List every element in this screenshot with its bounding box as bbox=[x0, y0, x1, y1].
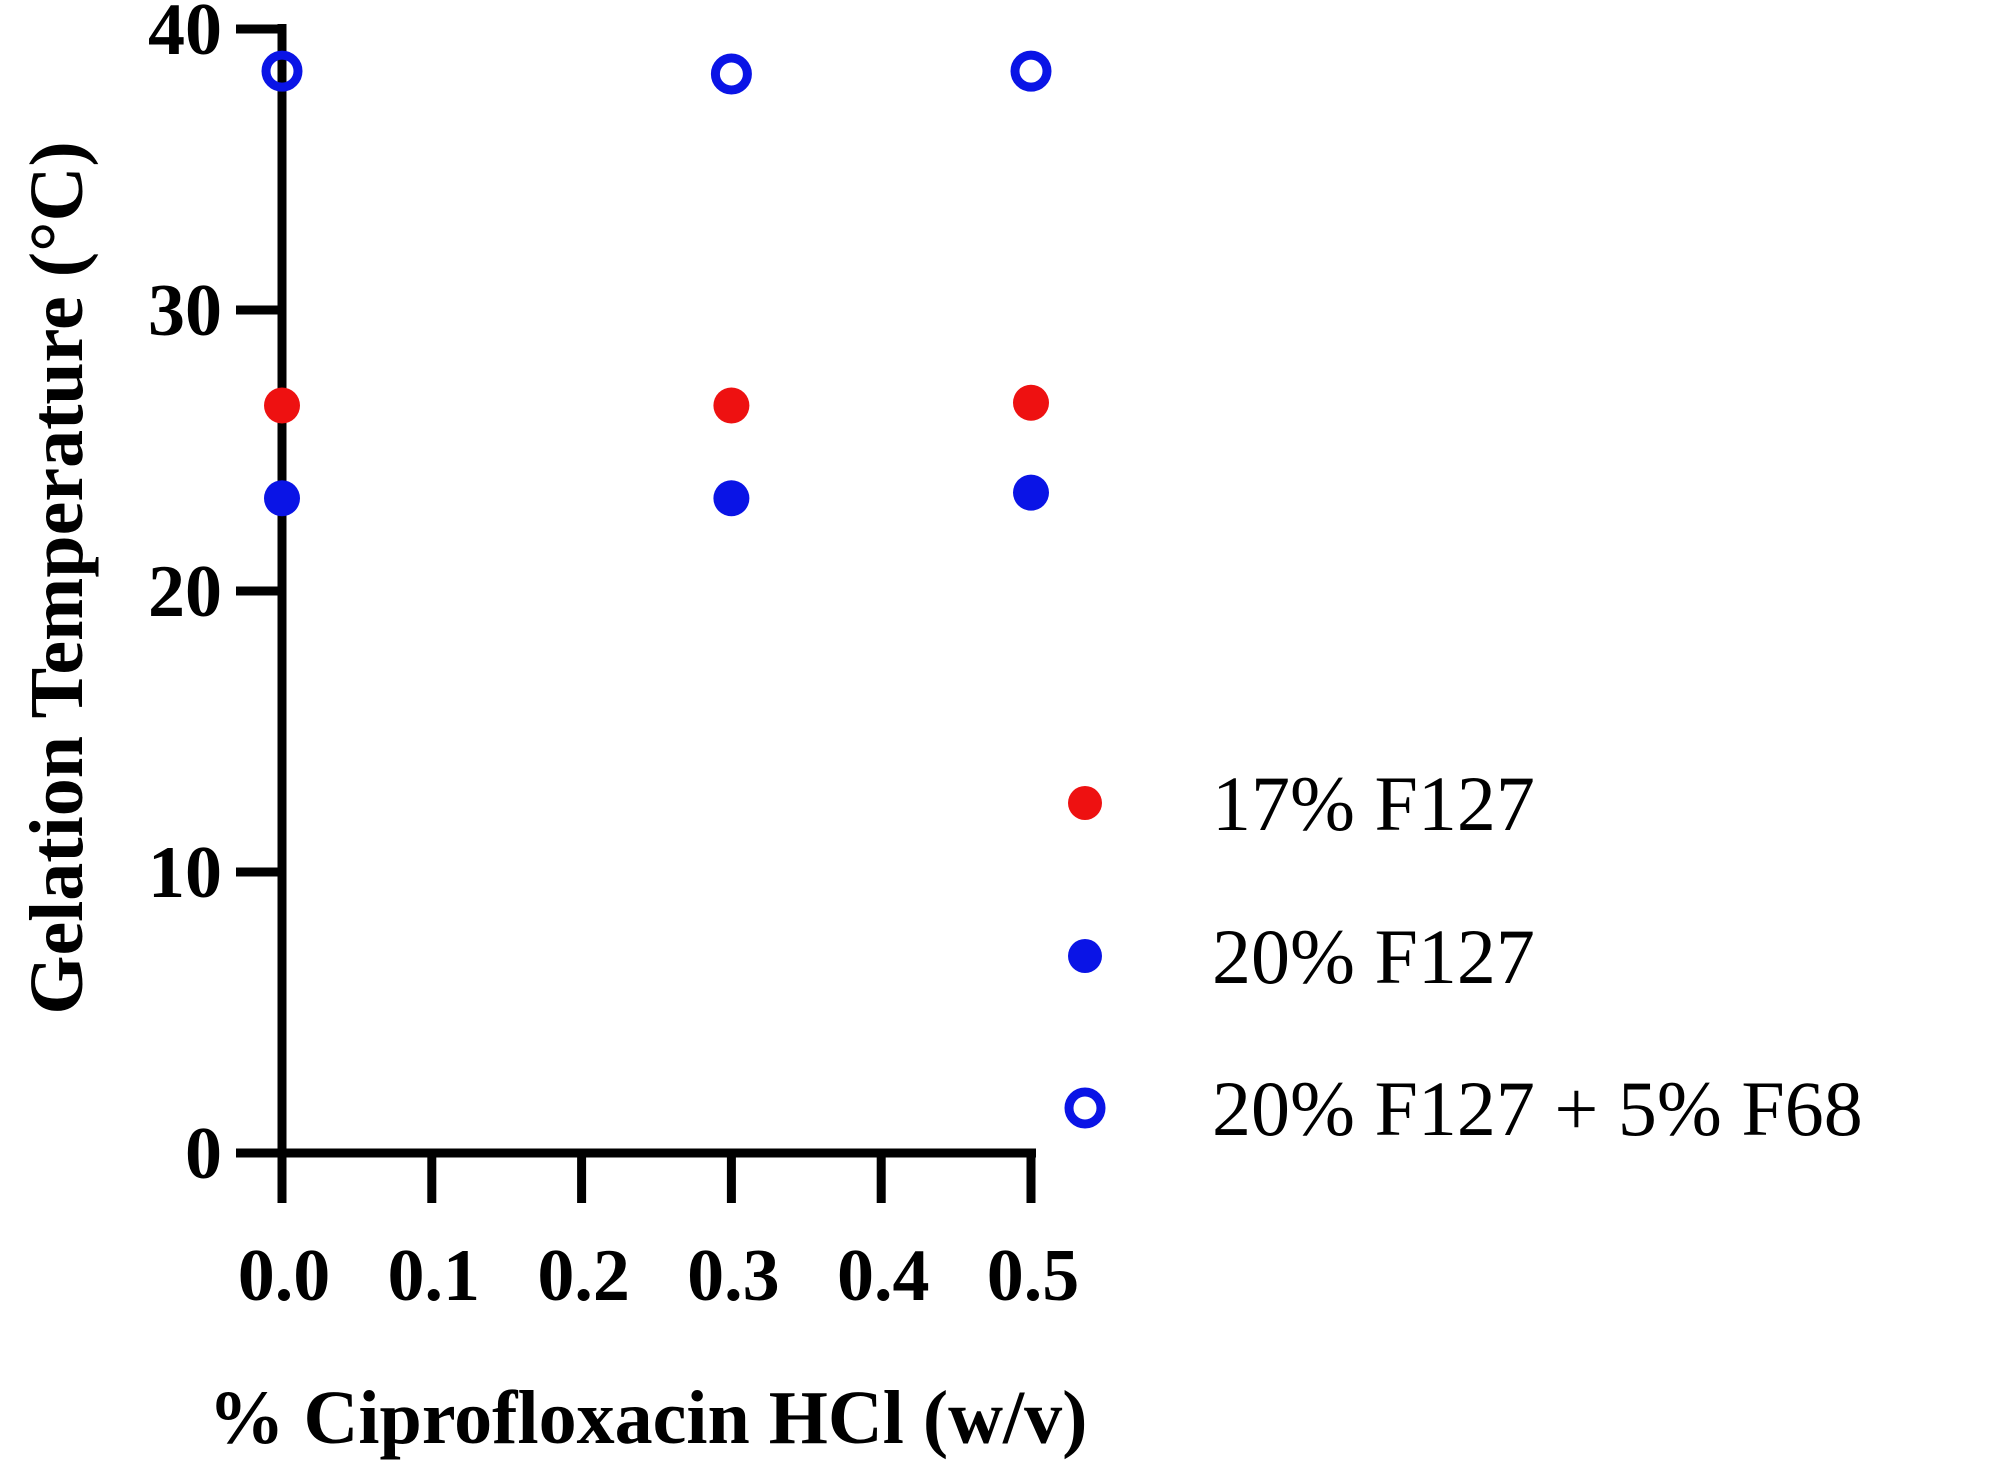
data-point-series-1 bbox=[264, 480, 300, 517]
legend-marker-series-0 bbox=[1068, 786, 1102, 820]
data-point-series-1 bbox=[1013, 474, 1049, 511]
legend-label-series-0: 17% F127 bbox=[1212, 760, 1535, 847]
data-point-series-0 bbox=[1013, 384, 1049, 421]
y-tick-label: 40 bbox=[148, 0, 222, 71]
x-tick-label: 0.4 bbox=[837, 1235, 930, 1317]
x-tick-label: 0.5 bbox=[987, 1235, 1080, 1317]
legend-marker-series-2 bbox=[1064, 1087, 1106, 1129]
x-tick-label: 0.2 bbox=[537, 1235, 630, 1317]
x-ticks: 0.0 0.1 0.2 0.3 0.4 0.5 bbox=[238, 1153, 1080, 1317]
y-ticks: 0 10 20 30 40 bbox=[148, 0, 282, 1195]
legend-marker-series-1 bbox=[1068, 939, 1102, 973]
data-point-series-2 bbox=[261, 50, 303, 92]
y-tick-label: 10 bbox=[148, 832, 222, 914]
data-point-series-0 bbox=[713, 387, 750, 424]
data-points bbox=[261, 50, 1052, 517]
data-point-series-0 bbox=[264, 387, 300, 424]
x-tick-label: 0.3 bbox=[687, 1235, 780, 1317]
axes bbox=[236, 24, 1036, 1158]
y-axis-title: Gelation Temperature (°C) bbox=[15, 141, 99, 1014]
data-point-series-1 bbox=[713, 480, 750, 517]
legend: 17% F127 20% F127 20% F127 + 5% F68 bbox=[1064, 760, 1863, 1152]
data-point-series-2 bbox=[710, 53, 752, 95]
x-tick-label: 0.1 bbox=[388, 1235, 481, 1317]
y-tick-label: 20 bbox=[148, 551, 222, 633]
x-tick-label: 0.0 bbox=[238, 1235, 331, 1317]
y-tick-label: 0 bbox=[185, 1113, 222, 1195]
x-axis-title: % Ciprofloxacin HCl (w/v) bbox=[209, 1376, 1088, 1460]
legend-label-series-2: 20% F127 + 5% F68 bbox=[1212, 1065, 1863, 1152]
data-point-series-2 bbox=[1010, 50, 1052, 92]
y-tick-label: 30 bbox=[148, 270, 222, 352]
legend-label-series-1: 20% F127 bbox=[1212, 913, 1535, 1000]
